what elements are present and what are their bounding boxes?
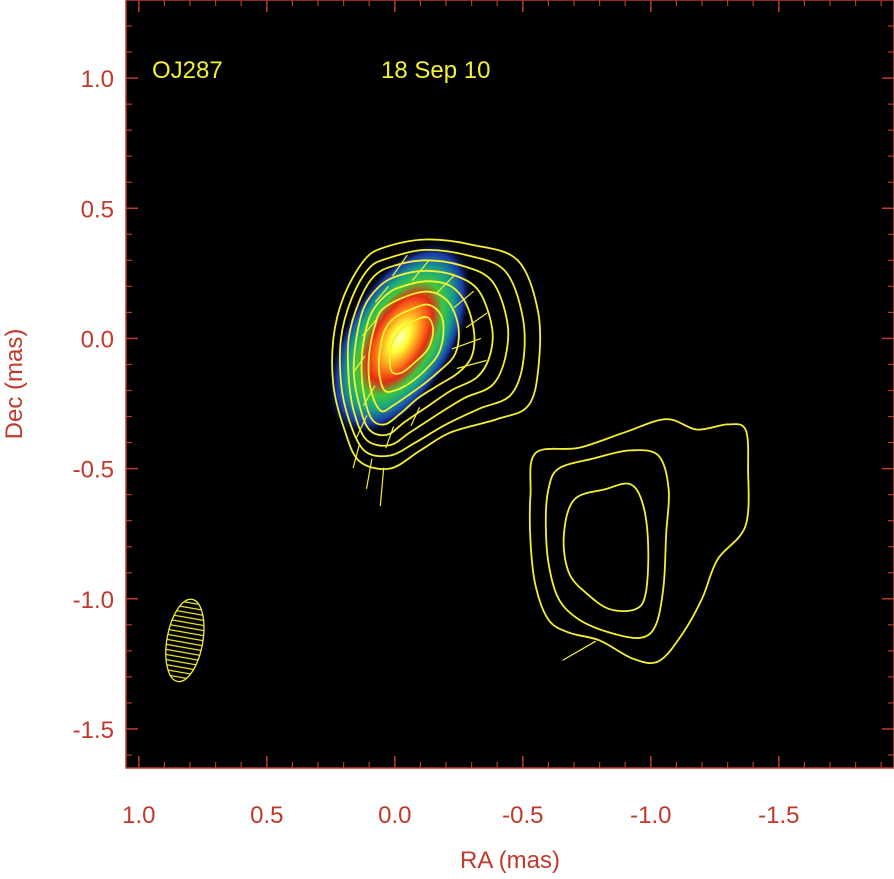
source-name-label: OJ287 <box>152 57 223 84</box>
beam-layer <box>165 598 205 683</box>
polarization-vector-layer <box>352 254 597 661</box>
epoch-date-label: 18 Sep 10 <box>381 57 490 84</box>
knot-contour-level-3 <box>562 482 650 613</box>
core-contour-level-1 <box>331 238 542 470</box>
polarization-vector-1 <box>379 467 385 507</box>
polarization-vector-4 <box>362 385 376 407</box>
polarization-vector-14 <box>456 359 487 370</box>
core-contour-level-3 <box>346 259 510 447</box>
x-tick-label: 0.0 <box>378 802 411 829</box>
x-tick-label: -0.5 <box>502 802 543 829</box>
plot-frame <box>125 0 894 769</box>
polarization-vector-11 <box>453 290 475 309</box>
y-tick-label: -0.5 <box>73 457 114 484</box>
polarization-vector-0 <box>365 458 373 490</box>
polarization-vector-15 <box>385 426 395 449</box>
polarization-vector-5 <box>352 355 366 374</box>
x-axis-title: RA (mas) <box>460 847 560 874</box>
core-contour-level-6 <box>367 290 460 413</box>
axis-layer: 1.0 0.5 0.0 -0.5 -1.0 -1.5 1.0 0.5 0.0 -0.5 -1.0 -1… <box>73 0 894 829</box>
polarization-vector-10 <box>436 274 456 294</box>
x-tick-label: 1.0 <box>122 802 155 829</box>
y-tick-label: -1.0 <box>73 587 114 614</box>
polarization-vector-17 <box>562 640 597 661</box>
y-tick-label: 0.5 <box>81 196 114 223</box>
polarization-vector-6 <box>362 319 377 337</box>
polarization-vector-2 <box>352 443 361 469</box>
x-tick-label: 0.5 <box>250 802 283 829</box>
polarization-vector-3 <box>355 415 368 439</box>
polarization-vector-12 <box>465 312 488 329</box>
restoring-beam-ellipse <box>165 598 205 683</box>
polarization-vector-9 <box>411 260 430 281</box>
core-contour-level-8 <box>388 316 435 375</box>
polarization-vector-16 <box>410 407 421 427</box>
plot-background <box>126 0 894 768</box>
y-tick-label: -1.5 <box>73 717 114 744</box>
core-contour-level-7 <box>377 303 445 393</box>
x-tick-label: -1.0 <box>630 802 671 829</box>
plot-area <box>165 238 750 683</box>
y-tick-label: 0.0 <box>81 326 114 353</box>
x-tick-label: -1.5 <box>758 802 799 829</box>
core-contour-level-5 <box>360 280 476 426</box>
core-contour-level-2 <box>339 248 526 458</box>
polarization-vector-13 <box>451 337 482 350</box>
polarization-vector-7 <box>374 285 390 303</box>
knot-contour-level-2 <box>544 449 670 639</box>
knot-contour-level-1 <box>528 418 750 664</box>
y-tick-label: 1.0 <box>81 66 114 93</box>
polarization-vector-8 <box>392 254 408 277</box>
y-axis-title: Dec (mas) <box>1 329 28 440</box>
